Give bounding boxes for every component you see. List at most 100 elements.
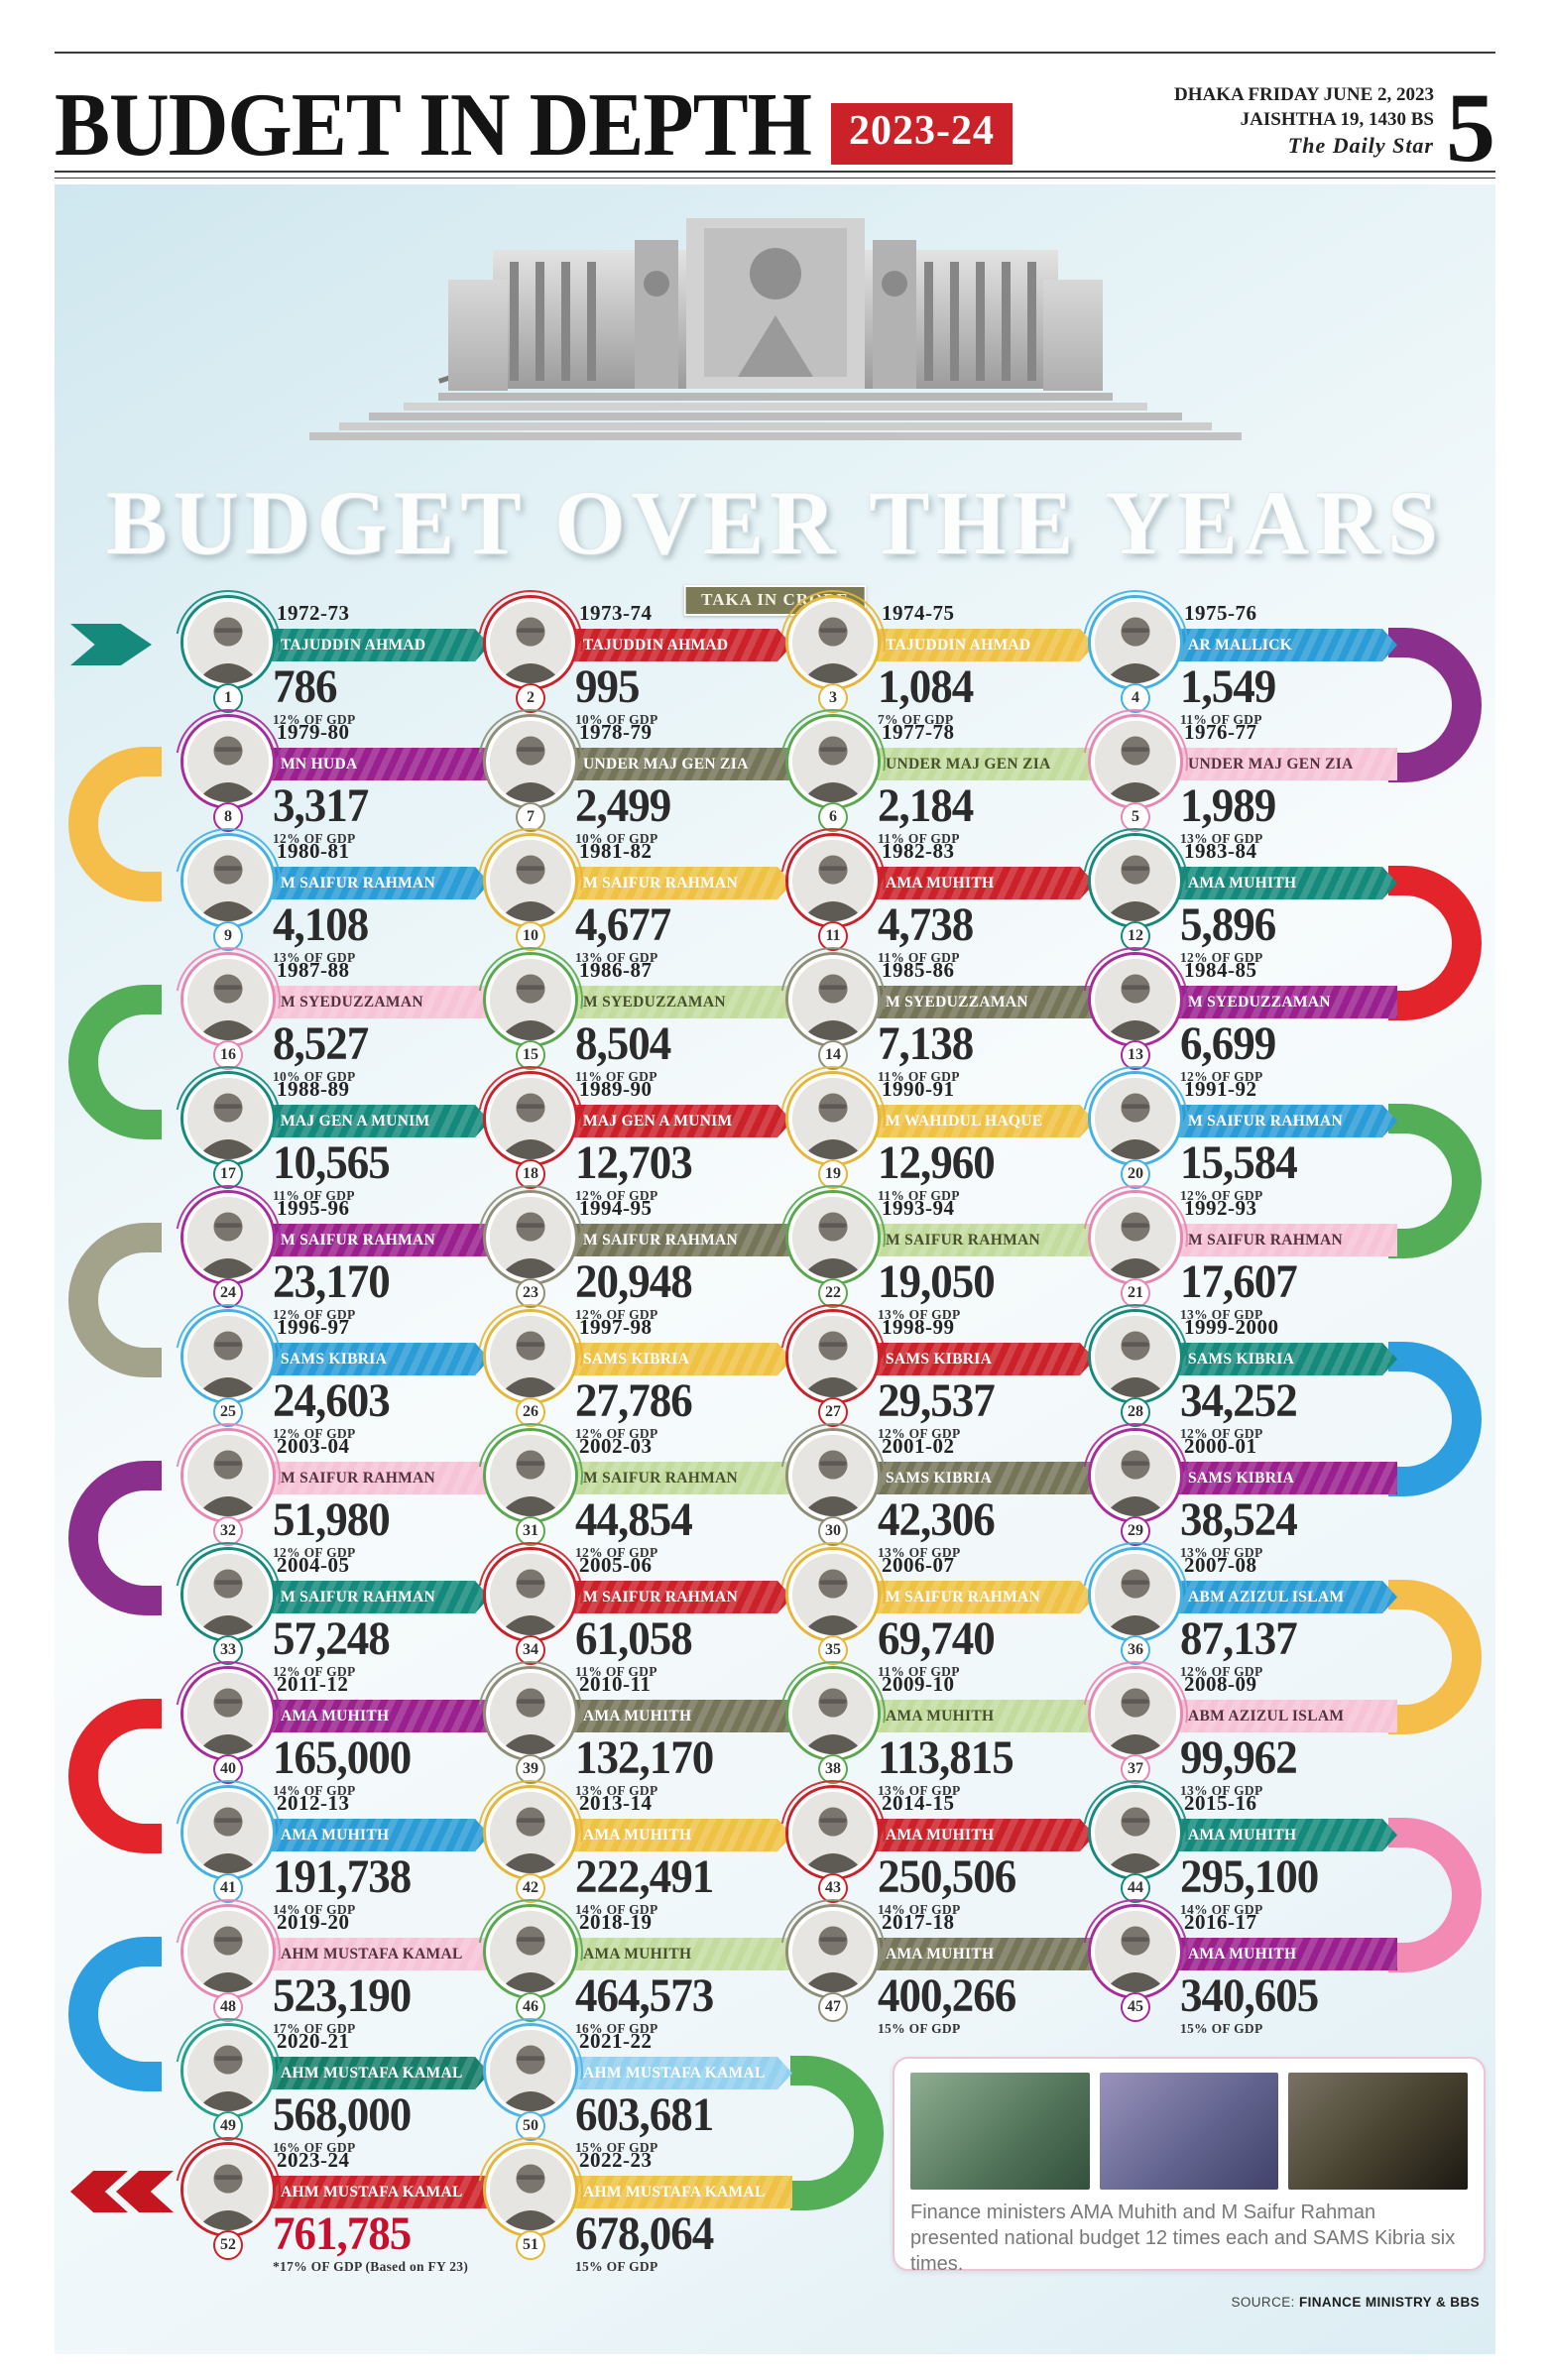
gdp-percent: 13% OF GDP <box>1180 1306 1263 1322</box>
entry-number-badge: 27 <box>818 1397 848 1427</box>
timeline-row: 24 1995-96 M SAIFUR RAHMAN 23,170 12% OF GDP… <box>55 1164 1495 1322</box>
entry-info: 2008-09 ABM AZIZUL ISLAM 99,962 13% OF GDP <box>1097 1667 1397 1798</box>
entry-info: 2001-02 SAMS KIBRIA 42,306 13% OF GDP <box>794 1429 1095 1560</box>
budget-entry: 2 1973-74 TAJUDDIN AHMAD 995 10% OF GDP <box>457 569 788 727</box>
entry-number-badge: 31 <box>516 1516 545 1546</box>
entry-info: 2003-04 M SAIFUR RAHMAN 51,980 12% OF GDP <box>189 1429 490 1560</box>
timeline-row: 49 2020-21 AHM MUSTAFA KAMAL 568,000 16% OF … <box>55 1997 1495 2155</box>
entry-info: 2007-08 ABM AZIZUL ISLAM 87,137 12% OF GDP <box>1180 1548 1393 1679</box>
minister-photo <box>788 1550 878 1639</box>
fiscal-year: 1975-76 <box>1184 601 1257 625</box>
minister-photo <box>183 1074 273 1163</box>
budget-amount: 20,948 <box>575 1254 693 1308</box>
budget-entry: 3 1974-75 TAJUDDIN AHMAD 1,084 7% OF GDP <box>760 569 1091 727</box>
entry-info: 1979-80 MN HUDA 3,317 12% OF GDP <box>189 715 490 846</box>
timeline-row: 40 2011-12 AMA MUHITH 165,000 14% OF GDP 39 20… <box>55 1640 1495 1798</box>
entry-number-badge: 30 <box>818 1516 848 1546</box>
entry-number-badge: 10 <box>516 921 545 951</box>
entry-number-badge: 37 <box>1121 1754 1150 1784</box>
entry-info: 2016-17 AMA MUHITH 340,605 15% OF GDP <box>1097 1905 1397 2036</box>
budget-entry: 39 2010-11 AMA MUHITH 132,170 13% OF GDP <box>457 1640 792 1798</box>
budget-amount: 113,815 <box>878 1730 1014 1784</box>
budget-entry: 51 2022-23 AHM MUSTAFA KAMAL 678,064 15% OF … <box>457 2116 792 2274</box>
minister-photo-frame: 24 <box>155 1164 301 1311</box>
budget-entry: 25 1996-97 SAMS KIBRIA 24,603 12% OF GDP <box>155 1283 486 1441</box>
minister-photo <box>486 1669 575 1758</box>
fiscal-year: 2011-12 <box>277 1672 349 1696</box>
minister-photo-frame: 33 <box>155 1521 301 1668</box>
minister-photo-frame: 42 <box>457 1759 604 1906</box>
parliament-session-photo-3 <box>1288 2073 1469 2190</box>
minister-photo <box>183 1550 273 1639</box>
minister-photo <box>1091 1907 1180 1996</box>
minister-photo <box>788 598 878 687</box>
gdp-percent: 12% OF GDP <box>1180 1187 1263 1203</box>
minister-photo-frame: 17 <box>155 1045 301 1192</box>
budget-entry: 19 1990-91 M WAHIDUL HAQUE 12,960 11% OF GDP <box>760 1045 1091 1203</box>
fiscal-year: 2022-23 <box>579 2148 653 2172</box>
entry-number-badge: 18 <box>516 1159 545 1189</box>
entry-info: 2009-10 AMA MUHITH 113,815 13% OF GDP <box>794 1667 1095 1798</box>
minister-photo-frame: 16 <box>155 926 301 1073</box>
fiscal-year: 2006-07 <box>882 1553 955 1577</box>
minister-photo <box>183 717 273 806</box>
timeline-row: 8 1979-80 MN HUDA 3,317 12% OF GDP 7 1978-79 UN… <box>55 688 1495 846</box>
budget-amount: 603,681 <box>575 2087 714 2141</box>
minister-photo-frame: 47 <box>760 1878 906 2025</box>
entry-number-badge: 43 <box>818 1873 848 1903</box>
budget-entry: 43 2014-15 AMA MUHITH 250,506 14% OF GDP <box>760 1759 1091 1917</box>
budget-amount: 57,248 <box>273 1611 391 1665</box>
entry-info: 2000-01 SAMS KIBRIA 38,524 13% OF GDP <box>1097 1429 1397 1560</box>
budget-entry: 26 1997-98 SAMS KIBRIA 27,786 12% OF GDP <box>457 1283 788 1441</box>
budget-amount: 222,491 <box>575 1849 714 1903</box>
page-number: 5 <box>1446 72 1495 182</box>
entry-number-badge: 24 <box>213 1278 243 1308</box>
gdp-percent: 12% OF GDP <box>575 1306 658 1322</box>
minister-photo-frame: 29 <box>1062 1402 1209 1549</box>
entry-info: 1983-84 AMA MUHITH 5,896 12% OF GDP <box>1180 834 1393 965</box>
minister-photo-frame: 8 <box>155 688 301 835</box>
minister-photo <box>486 2145 575 2234</box>
budget-amount: 15,584 <box>1180 1135 1298 1189</box>
budget-amount: 568,000 <box>273 2087 412 2141</box>
fiscal-year: 1973-74 <box>579 601 653 625</box>
entry-number-badge: 21 <box>1121 1278 1150 1308</box>
minister-photo <box>788 1907 878 1996</box>
minister-photo-frame: 6 <box>760 688 906 835</box>
budget-entry: 45 2016-17 AMA MUHITH 340,605 15% OF GDP <box>1062 1878 1397 2036</box>
timeline-row: 16 1987-88 M SYEDUZZAMAN 8,527 10% OF GDP 15 1… <box>55 926 1495 1084</box>
budget-entry: 30 2001-02 SAMS KIBRIA 42,306 13% OF GDP <box>760 1402 1095 1560</box>
minister-photo <box>1091 955 1180 1044</box>
gdp-percent: 12% OF GDP <box>1180 1425 1263 1441</box>
fiscal-year: 2000-01 <box>1184 1434 1257 1458</box>
minister-photo <box>183 1907 273 1996</box>
budget-amount: 3,317 <box>273 778 369 832</box>
minister-photo-frame: 50 <box>457 1997 604 2144</box>
entry-info: 2005-06 M SAIFUR RAHMAN 61,058 11% OF GDP <box>575 1548 788 1679</box>
entry-number-badge: 7 <box>516 802 545 832</box>
gdp-percent: 11% OF GDP <box>1180 711 1262 727</box>
gdp-percent: 15% OF GDP <box>878 2020 961 2036</box>
entry-info: 1990-91 M WAHIDUL HAQUE 12,960 11% OF GDP <box>878 1072 1091 1203</box>
budget-entry: 47 2017-18 AMA MUHITH 400,266 15% OF GDP <box>760 1878 1095 2036</box>
entry-number-badge: 9 <box>213 921 243 951</box>
entry-info: 2011-12 AMA MUHITH 165,000 14% OF GDP <box>189 1667 490 1798</box>
minister-photo-frame: 36 <box>1062 1521 1209 1668</box>
fiscal-year: 1996-97 <box>277 1315 350 1339</box>
minister-photo-frame: 35 <box>760 1521 906 1668</box>
budget-entry: 8 1979-80 MN HUDA 3,317 12% OF GDP <box>155 688 490 846</box>
budget-entry: 17 1988-89 MAJ GEN A MUNIM 10,565 11% OF GDP <box>155 1045 486 1203</box>
entry-number-badge: 14 <box>818 1040 848 1070</box>
fiscal-year: 1993-94 <box>882 1196 955 1220</box>
gdp-percent: 13% OF GDP <box>1180 830 1263 846</box>
fiscal-year: 2023-24 <box>277 2148 350 2172</box>
minister-photo <box>183 1669 273 1758</box>
minister-photo-frame: 37 <box>1062 1640 1209 1787</box>
entry-info: 1996-97 SAMS KIBRIA 24,603 12% OF GDP <box>273 1310 486 1441</box>
entry-info: 1994-95 M SAIFUR RAHMAN 20,948 12% OF GDP <box>492 1191 792 1322</box>
minister-photo <box>1091 598 1180 687</box>
entry-number-badge: 23 <box>516 1278 545 1308</box>
entry-info: 1974-75 TAJUDDIN AHMAD 1,084 7% OF GDP <box>878 596 1091 727</box>
budget-amount: 29,537 <box>878 1373 996 1427</box>
gdp-percent: 12% OF GDP <box>878 1425 961 1441</box>
